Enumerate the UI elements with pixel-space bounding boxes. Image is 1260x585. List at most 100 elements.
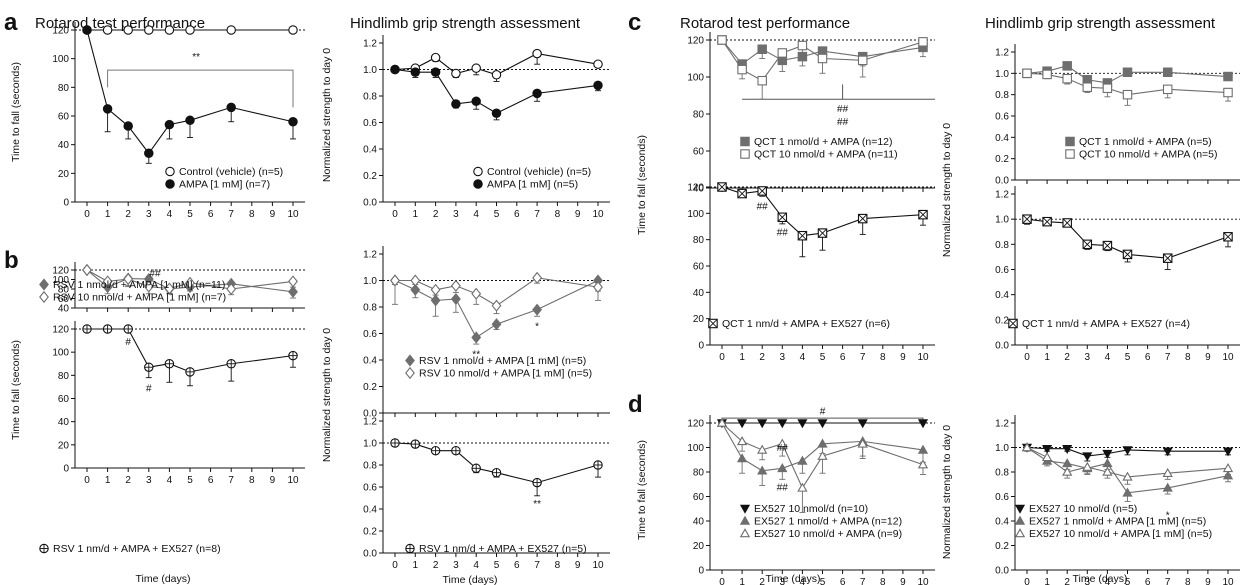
data-point-cross-b <box>1163 253 1173 263</box>
x-tick-label: 6 <box>208 209 214 220</box>
series-0 <box>716 419 929 429</box>
data-point <box>143 280 154 293</box>
data-point <box>1062 458 1073 468</box>
x-tick-label: 7 <box>534 560 540 571</box>
data-point <box>817 438 828 448</box>
data-point <box>471 96 481 107</box>
y-tick-label: 1.0 <box>995 215 1009 226</box>
chart-c_rot2: 0 20 40 60 80 100 120 0 1 2 3 4 5 6 7 8 9 10 ## ## QCT 1 nm/… <box>687 179 935 363</box>
series-1 <box>82 25 298 164</box>
y-tick-label: 0.4 <box>363 145 377 156</box>
y-tick-label: 0.8 <box>995 240 1009 251</box>
data-point <box>1082 452 1093 462</box>
ylabel-b-rotarod: Time to fall (seconds) <box>10 340 22 440</box>
x-tick-label: 5 <box>494 560 500 571</box>
x-tick-label: 3 <box>453 209 459 220</box>
data-point <box>226 102 236 113</box>
y-tick-label: 80 <box>58 83 70 94</box>
y-tick-label: 20 <box>693 314 705 325</box>
data-point <box>451 68 461 79</box>
legend-label: EX527 10 nmol/d + AMPA [1 mM] (n=5) <box>1029 528 1212 540</box>
significance-annotation: * <box>1166 511 1170 522</box>
data-point <box>491 318 502 331</box>
x-tick-label: 0 <box>84 475 90 486</box>
x-tick-label: 8 <box>1185 352 1191 363</box>
data-point <box>471 287 482 300</box>
x-tick-label: 2 <box>1064 577 1070 585</box>
header-a-rotarod: Rotarod test performance <box>35 15 205 32</box>
x-tick-label: 8 <box>880 577 886 585</box>
data-point-cross-b <box>1062 218 1072 228</box>
x-tick-label: 10 <box>287 475 299 486</box>
legend-label: QCT 1 nmol/d + AMPA (n=5) <box>1079 136 1212 148</box>
legend-marker <box>39 278 49 291</box>
legend-marker-cross-b <box>1008 318 1018 329</box>
data-point <box>1222 470 1234 480</box>
x-tick-label: 1 <box>1044 577 1050 585</box>
x-tick-label: 6 <box>840 577 846 585</box>
legend-marker <box>1065 149 1075 159</box>
x-tick-label: 2 <box>125 209 131 220</box>
data-point <box>917 444 929 454</box>
data-point <box>1062 73 1072 84</box>
y-tick-label: 120 <box>52 325 69 336</box>
ylabel-b-grip: Normalized strength to day 0 <box>321 328 333 462</box>
y-tick-label: 0.2 <box>995 315 1009 326</box>
x-tick-label: 0 <box>392 560 398 571</box>
data-point <box>1122 89 1133 100</box>
data-point <box>164 119 175 130</box>
x-tick-label: 5 <box>1125 352 1131 363</box>
significance-annotation: ## <box>837 104 849 115</box>
y-tick-label: 0.6 <box>363 329 377 340</box>
header-a-grip: Hindlimb grip strength assessment <box>350 15 581 32</box>
chart-c_grip2: 0.0 0.2 0.4 0.6 0.8 1.0 1.2 0 1 2 3 4 5 6 7 8 9 10 QCT 1 n… <box>995 186 1240 363</box>
legend-marker <box>739 515 751 525</box>
data-point <box>1102 449 1113 459</box>
x-tick-label: 8 <box>555 560 561 571</box>
data-point <box>491 108 502 118</box>
y-tick-label: 1.2 <box>363 250 377 261</box>
data-point <box>1162 467 1173 477</box>
y-tick-label: 60 <box>693 492 705 503</box>
data-point <box>1062 466 1073 476</box>
significance-annotation: ** <box>472 349 480 360</box>
y-tick-label: 1.2 <box>363 39 377 50</box>
x-tick-label: 6 <box>840 352 846 363</box>
x-tick-label: 8 <box>555 209 561 220</box>
series-line <box>1026 446 1228 457</box>
data-point <box>123 121 133 131</box>
x-tick-label: 1 <box>105 209 111 220</box>
data-point-cross-b <box>757 186 767 196</box>
x-tick-label: 10 <box>1222 352 1234 363</box>
legend-label: AMPA [1 mM] (n=7) <box>179 179 270 191</box>
x-tick-label: 3 <box>780 352 786 363</box>
y-tick-label: 0.8 <box>363 92 377 103</box>
data-point <box>593 59 603 69</box>
data-point <box>288 275 298 288</box>
data-point <box>164 25 175 35</box>
data-point-cross-b <box>797 231 807 241</box>
data-point <box>430 283 441 296</box>
significance-annotation: ## <box>777 443 789 454</box>
y-tick-label: 0.0 <box>995 176 1009 187</box>
y-tick-label: 80 <box>693 110 705 121</box>
data-point <box>288 285 298 298</box>
data-point-cross-b <box>817 228 828 238</box>
data-point <box>757 44 767 54</box>
ylabel-c-rotarod: Time to fall (seconds) <box>636 135 648 235</box>
ylabel-d-grip: Normalized strength to day 0 <box>941 425 953 559</box>
data-point <box>757 444 768 454</box>
x-tick-label: 5 <box>187 209 193 220</box>
legend-label: EX527 10 nmol/d + AMPA (n=9) <box>754 528 902 540</box>
series-1 <box>82 263 298 296</box>
panel-label-c: c <box>628 9 641 36</box>
significance-annotation: * <box>535 322 539 333</box>
y-tick-label: 0.4 <box>995 517 1009 528</box>
chart-d_grip: 0.00.20.40.60.81.01.20 1 2 3 4 5 6 7 8 9 10*EX527 … <box>995 415 1240 585</box>
y-tick-label: 120 <box>687 419 704 430</box>
x-tick-label: 2 <box>433 560 439 571</box>
data-point <box>777 419 788 429</box>
x-tick-label: 4 <box>1105 352 1111 363</box>
data-point <box>1222 447 1234 457</box>
